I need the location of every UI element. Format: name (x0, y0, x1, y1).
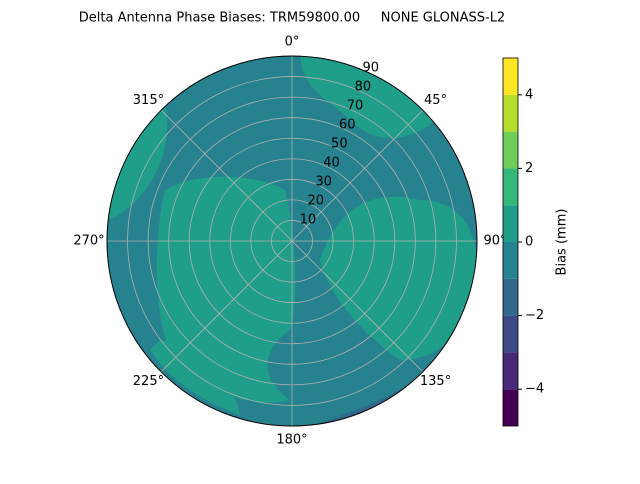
colorbar-band (503, 315, 518, 353)
theta-tick-label: 315° (133, 93, 164, 108)
grid-spoke (291, 240, 424, 373)
colorbar-band (503, 131, 518, 169)
colorbar-band (503, 278, 518, 316)
theta-tick-label: 45° (424, 93, 447, 108)
r-tick-label: 80 (355, 80, 372, 95)
colorbar-tick-label: −2 (525, 308, 544, 323)
contour-region (300, 56, 445, 139)
colorbar-tick-label: −4 (525, 382, 544, 397)
theta-tick-label: 90° (483, 234, 506, 249)
colorbar-tick-label: 4 (525, 87, 533, 102)
theta-tick-label: 270° (73, 234, 104, 249)
theta-tick-label: 0° (285, 35, 300, 50)
r-tick-label: 30 (315, 175, 332, 190)
r-tick-label: 50 (331, 137, 348, 152)
r-tick-label: 10 (300, 213, 317, 228)
theta-tick-label: 225° (133, 374, 164, 389)
colorbar-band (503, 352, 518, 390)
colorbar-band (503, 242, 518, 279)
contour-region (150, 340, 240, 415)
grid-spoke (291, 109, 424, 242)
theta-tick-label: 180° (276, 433, 307, 448)
colorbar-label: Bias (mm) (555, 209, 570, 276)
r-tick-label: 20 (307, 194, 324, 209)
theta-tick-label: 135° (420, 374, 451, 389)
r-tick-label: 40 (323, 156, 340, 171)
colorbar-band (503, 389, 518, 426)
r-tick-label: 70 (347, 99, 364, 114)
contour-region (107, 105, 168, 220)
colorbar-band (503, 94, 518, 132)
r-tick-label: 60 (339, 118, 356, 133)
colorbar-band (503, 58, 518, 95)
polar-frame (106, 55, 478, 427)
colorbar-band (503, 168, 518, 206)
contour-region (320, 196, 477, 360)
colorbar-band (503, 205, 518, 242)
chart-title: Delta Antenna Phase Biases: TRM59800.00 … (79, 11, 505, 26)
grid-spoke (160, 240, 293, 373)
colorbar-tick-label: 0 (525, 235, 533, 250)
colorbar-tick-label: 2 (525, 161, 533, 176)
grid-spoke (160, 109, 293, 242)
